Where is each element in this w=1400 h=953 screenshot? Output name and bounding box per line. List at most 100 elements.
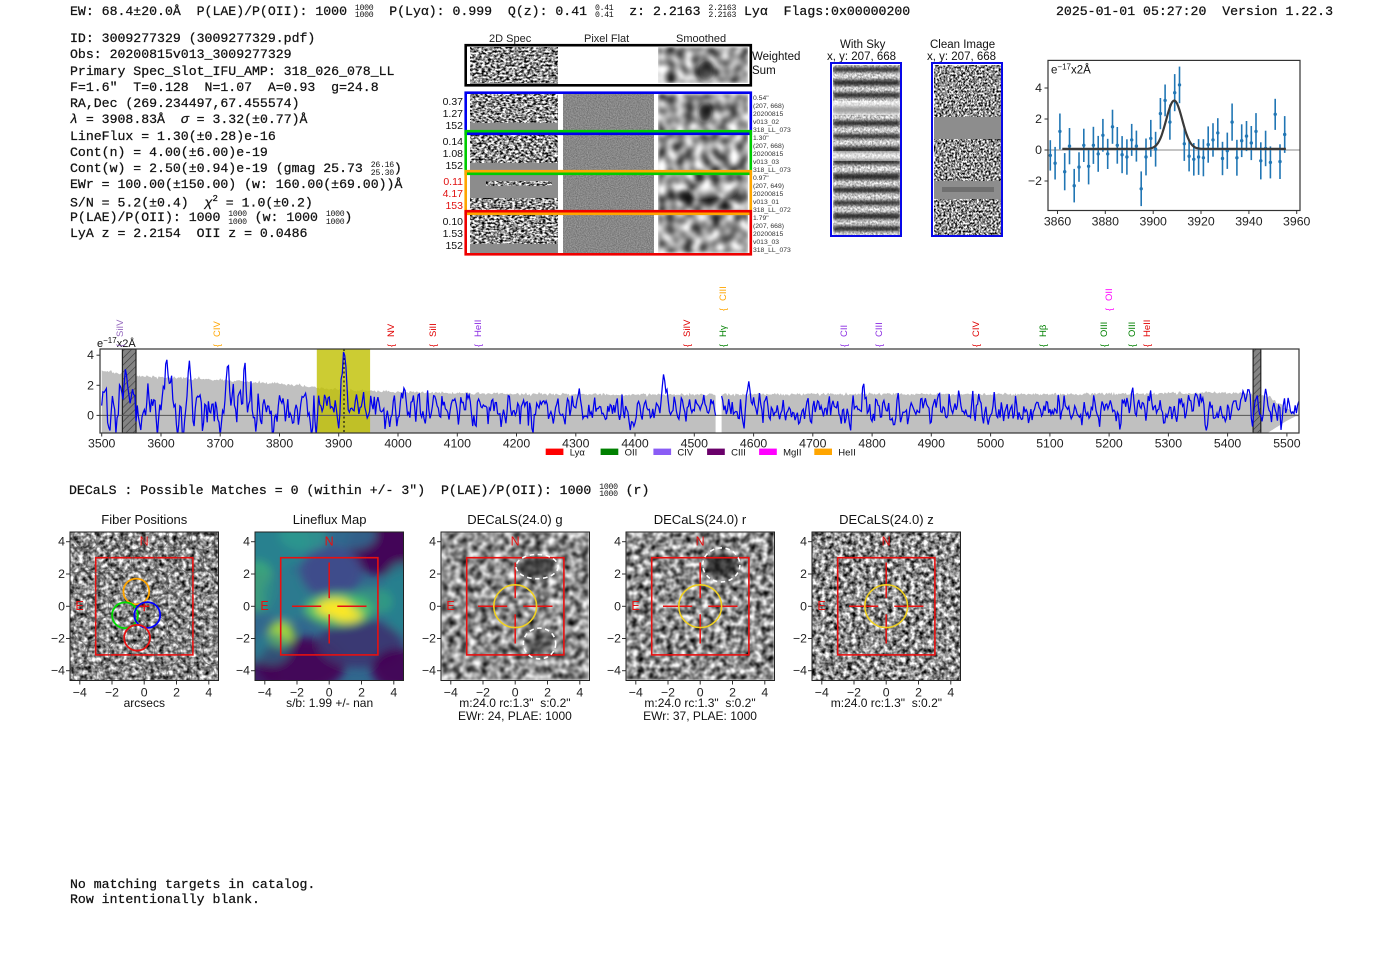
svg-text:CIV: CIV (971, 321, 982, 338)
svg-text:−2: −2 (105, 685, 119, 699)
svg-text:SiII: SiII (428, 323, 439, 337)
svg-text:0: 0 (243, 599, 250, 613)
svg-text:4000: 4000 (384, 437, 412, 451)
svg-text:4: 4 (391, 685, 398, 699)
svg-text:{: { (1038, 344, 1048, 347)
svg-text:0: 0 (697, 685, 704, 699)
svg-text:−2: −2 (1028, 174, 1042, 188)
svg-text:0: 0 (1035, 143, 1042, 157)
svg-text:−2: −2 (661, 685, 675, 699)
svg-text:−4: −4 (793, 663, 807, 677)
svg-text:−2: −2 (290, 685, 304, 699)
svg-text:5000: 5000 (977, 437, 1005, 451)
svg-text:4: 4 (87, 348, 94, 362)
svg-text:Lyα: Lyα (570, 448, 586, 459)
svg-text:4: 4 (576, 685, 583, 699)
svg-text:3940: 3940 (1235, 215, 1263, 229)
svg-text:−4: −4 (443, 685, 457, 699)
svg-text:E: E (631, 599, 639, 613)
svg-text:−2: −2 (236, 631, 250, 645)
svg-text:5100: 5100 (1036, 437, 1064, 451)
svg-text:−4: −4 (607, 663, 621, 677)
svg-text:−2: −2 (51, 631, 65, 645)
svg-text:4100: 4100 (444, 437, 472, 451)
svg-text:4800: 4800 (858, 437, 886, 451)
svg-text:−2: −2 (607, 631, 621, 645)
svg-text:−4: −4 (236, 663, 250, 677)
svg-text:3700: 3700 (207, 437, 235, 451)
svg-text:4: 4 (761, 685, 768, 699)
svg-text:0: 0 (883, 685, 890, 699)
svg-text:Hβ: Hβ (1038, 324, 1049, 337)
svg-text:4: 4 (1035, 81, 1042, 95)
svg-text:2: 2 (173, 685, 180, 699)
svg-text:3920: 3920 (1187, 215, 1215, 229)
svg-text:SiIV: SiIV (115, 319, 126, 337)
svg-text:HeII: HeII (1142, 320, 1153, 337)
svg-text:−4: −4 (73, 685, 87, 699)
svg-text:3860: 3860 (1044, 215, 1072, 229)
svg-text:{: { (1104, 308, 1114, 311)
svg-text:0: 0 (614, 599, 621, 613)
svg-text:4: 4 (800, 534, 807, 548)
svg-text:−4: −4 (51, 663, 65, 677)
svg-text:{: { (839, 344, 849, 347)
svg-text:{: { (212, 344, 222, 347)
svg-text:3500: 3500 (88, 437, 116, 451)
svg-text:3600: 3600 (147, 437, 175, 451)
svg-text:0: 0 (429, 599, 436, 613)
svg-text:5500: 5500 (1273, 437, 1301, 451)
svg-text:N: N (510, 534, 519, 548)
svg-text:−4: −4 (422, 663, 436, 677)
svg-text:4300: 4300 (562, 437, 590, 451)
svg-text:e−17x2Å: e−17x2Å (1051, 62, 1091, 77)
svg-text:HeII: HeII (838, 448, 855, 459)
svg-text:N: N (882, 534, 891, 548)
svg-text:5200: 5200 (1095, 437, 1123, 451)
svg-text:SiIV: SiIV (682, 319, 693, 337)
svg-text:4: 4 (205, 685, 212, 699)
svg-text:HeII: HeII (473, 320, 484, 337)
svg-text:2: 2 (358, 685, 365, 699)
svg-text:−2: −2 (422, 631, 436, 645)
svg-text:OIII: OIII (1099, 322, 1110, 337)
svg-text:0: 0 (800, 599, 807, 613)
svg-text:4: 4 (429, 534, 436, 548)
svg-text:OIII: OIII (1127, 322, 1138, 337)
svg-text:{: { (115, 344, 125, 347)
svg-text:{: { (473, 344, 483, 347)
svg-text:CIV: CIV (212, 321, 223, 338)
svg-text:5300: 5300 (1155, 437, 1183, 451)
svg-text:4: 4 (243, 534, 250, 548)
svg-text:OII: OII (1104, 288, 1115, 301)
svg-text:4600: 4600 (740, 437, 768, 451)
svg-text:2: 2 (614, 567, 621, 581)
svg-text:4: 4 (58, 534, 65, 548)
svg-text:−4: −4 (815, 685, 829, 699)
svg-text:0: 0 (58, 599, 65, 613)
svg-text:{: { (718, 308, 728, 311)
svg-text:N: N (325, 534, 334, 548)
svg-text:4400: 4400 (621, 437, 649, 451)
svg-text:−4: −4 (629, 685, 643, 699)
svg-text:−2: −2 (847, 685, 861, 699)
svg-text:3900: 3900 (1140, 215, 1168, 229)
svg-text:4: 4 (947, 685, 954, 699)
svg-text:3900: 3900 (325, 437, 353, 451)
svg-text:MgII: MgII (783, 448, 801, 459)
svg-text:E: E (446, 599, 454, 613)
svg-text:−4: −4 (258, 685, 272, 699)
svg-text:{: { (386, 344, 396, 347)
svg-text:4500: 4500 (681, 437, 709, 451)
svg-text:2: 2 (243, 567, 250, 581)
svg-text:{: { (1127, 344, 1137, 347)
svg-text:0: 0 (326, 685, 333, 699)
svg-text:0: 0 (87, 408, 94, 422)
svg-text:2: 2 (1035, 112, 1042, 126)
svg-text:4: 4 (614, 534, 621, 548)
svg-text:{: { (971, 344, 981, 347)
svg-text:2: 2 (544, 685, 551, 699)
svg-text:4900: 4900 (918, 437, 946, 451)
svg-text:{: { (428, 344, 438, 347)
svg-text:2: 2 (729, 685, 736, 699)
